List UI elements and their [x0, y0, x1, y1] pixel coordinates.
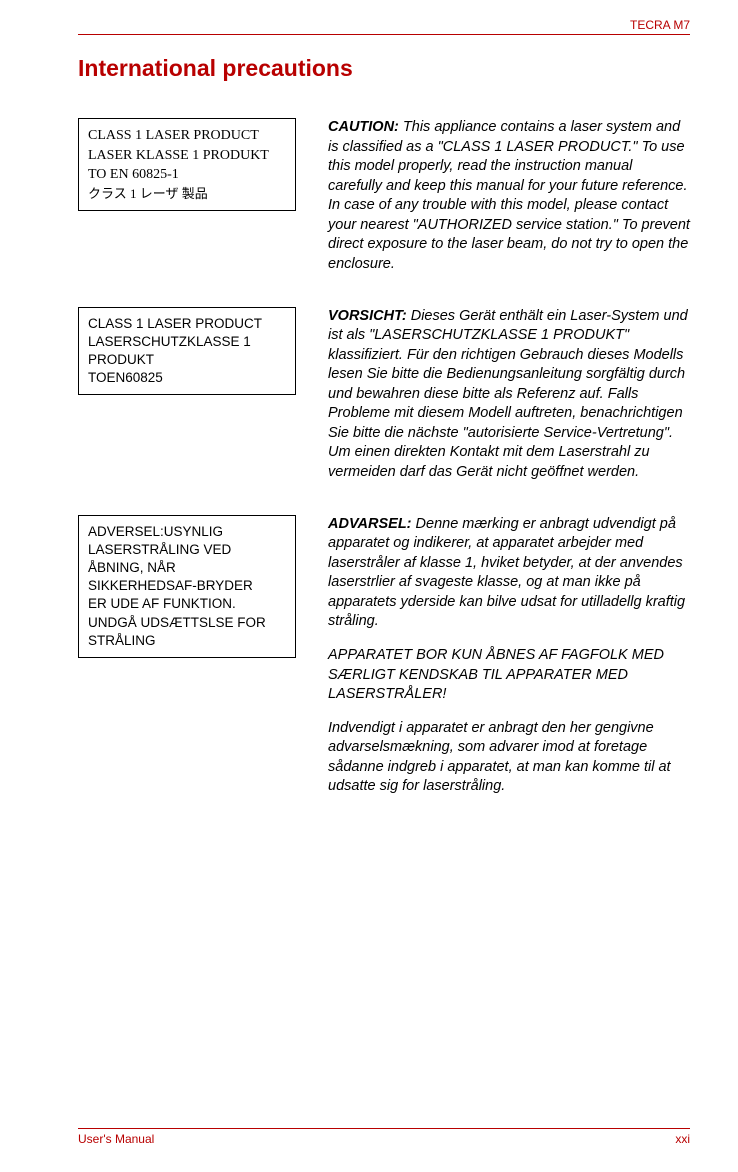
label-column: CLASS 1 LASER PRODUCTLASERSCHUTZKLASSE 1… [78, 307, 328, 396]
label-line: クラス 1 レーザ 製品 [88, 185, 286, 203]
label-box: CLASS 1 LASER PRODUCTLASER KLASSE 1 PROD… [78, 118, 296, 211]
footer-right: xxi [675, 1132, 690, 1146]
label-line: LASERSCHUTZKLASSE 1 PRODUKT [88, 333, 286, 369]
label-line: ER UDE AF FUNKTION. UNDGÅ UDSÆTTSLSE FOR… [88, 595, 286, 650]
page-header: TECRA M7 [78, 18, 690, 35]
description-lead: CAUTION: [328, 119, 399, 135]
precaution-section: CLASS 1 LASER PRODUCTLASER KLASSE 1 PROD… [78, 118, 690, 289]
label-line: CLASS 1 LASER PRODUCT [88, 126, 286, 146]
description-column: CAUTION: This appliance contains a laser… [328, 118, 690, 289]
label-line: TO EN 60825-1 [88, 165, 286, 185]
description-text: Dieses Gerät enthält ein Laser-System un… [328, 308, 688, 481]
label-column: ADVERSEL:USYNLIG LASERSTRÅLING VED ÅBNIN… [78, 515, 328, 659]
description-lead: VORSICHT: [328, 308, 407, 324]
precaution-section: ADVERSEL:USYNLIG LASERSTRÅLING VED ÅBNIN… [78, 515, 690, 811]
description-paragraph: VORSICHT: Dieses Gerät enthält ein Laser… [328, 307, 690, 483]
description-paragraph: ADVARSEL: Denne mærking er anbragt udven… [328, 515, 690, 632]
page-title: International precautions [78, 55, 690, 82]
label-box: ADVERSEL:USYNLIG LASERSTRÅLING VED ÅBNIN… [78, 515, 296, 659]
description-column: ADVARSEL: Denne mærking er anbragt udven… [328, 515, 690, 811]
description-paragraph: Indvendigt i apparatet er anbragt den he… [328, 719, 690, 797]
label-line: LASER KLASSE 1 PRODUKT [88, 146, 286, 166]
label-line: ADVERSEL:USYNLIG LASERSTRÅLING VED ÅBNIN… [88, 523, 286, 596]
precaution-section: CLASS 1 LASER PRODUCTLASERSCHUTZKLASSE 1… [78, 307, 690, 497]
description-paragraph: APPARATET BOR KUN ÅBNES AF FAGFOLK MED S… [328, 646, 690, 705]
label-line: TOEN60825 [88, 369, 286, 387]
page-footer: User's Manual xxi [78, 1128, 690, 1146]
description-text: Denne mærking er anbragt udvendigt på ap… [328, 516, 685, 630]
content-sections: CLASS 1 LASER PRODUCTLASER KLASSE 1 PROD… [78, 118, 690, 811]
description-lead: ADVARSEL: [328, 516, 412, 532]
description-paragraph: CAUTION: This appliance contains a laser… [328, 118, 690, 275]
label-column: CLASS 1 LASER PRODUCTLASER KLASSE 1 PROD… [78, 118, 328, 211]
description-text: This appliance contains a laser system a… [328, 119, 690, 272]
footer-left: User's Manual [78, 1132, 154, 1146]
label-box: CLASS 1 LASER PRODUCTLASERSCHUTZKLASSE 1… [78, 307, 296, 396]
label-line: CLASS 1 LASER PRODUCT [88, 315, 286, 333]
product-name: TECRA M7 [630, 18, 690, 32]
description-column: VORSICHT: Dieses Gerät enthält ein Laser… [328, 307, 690, 497]
